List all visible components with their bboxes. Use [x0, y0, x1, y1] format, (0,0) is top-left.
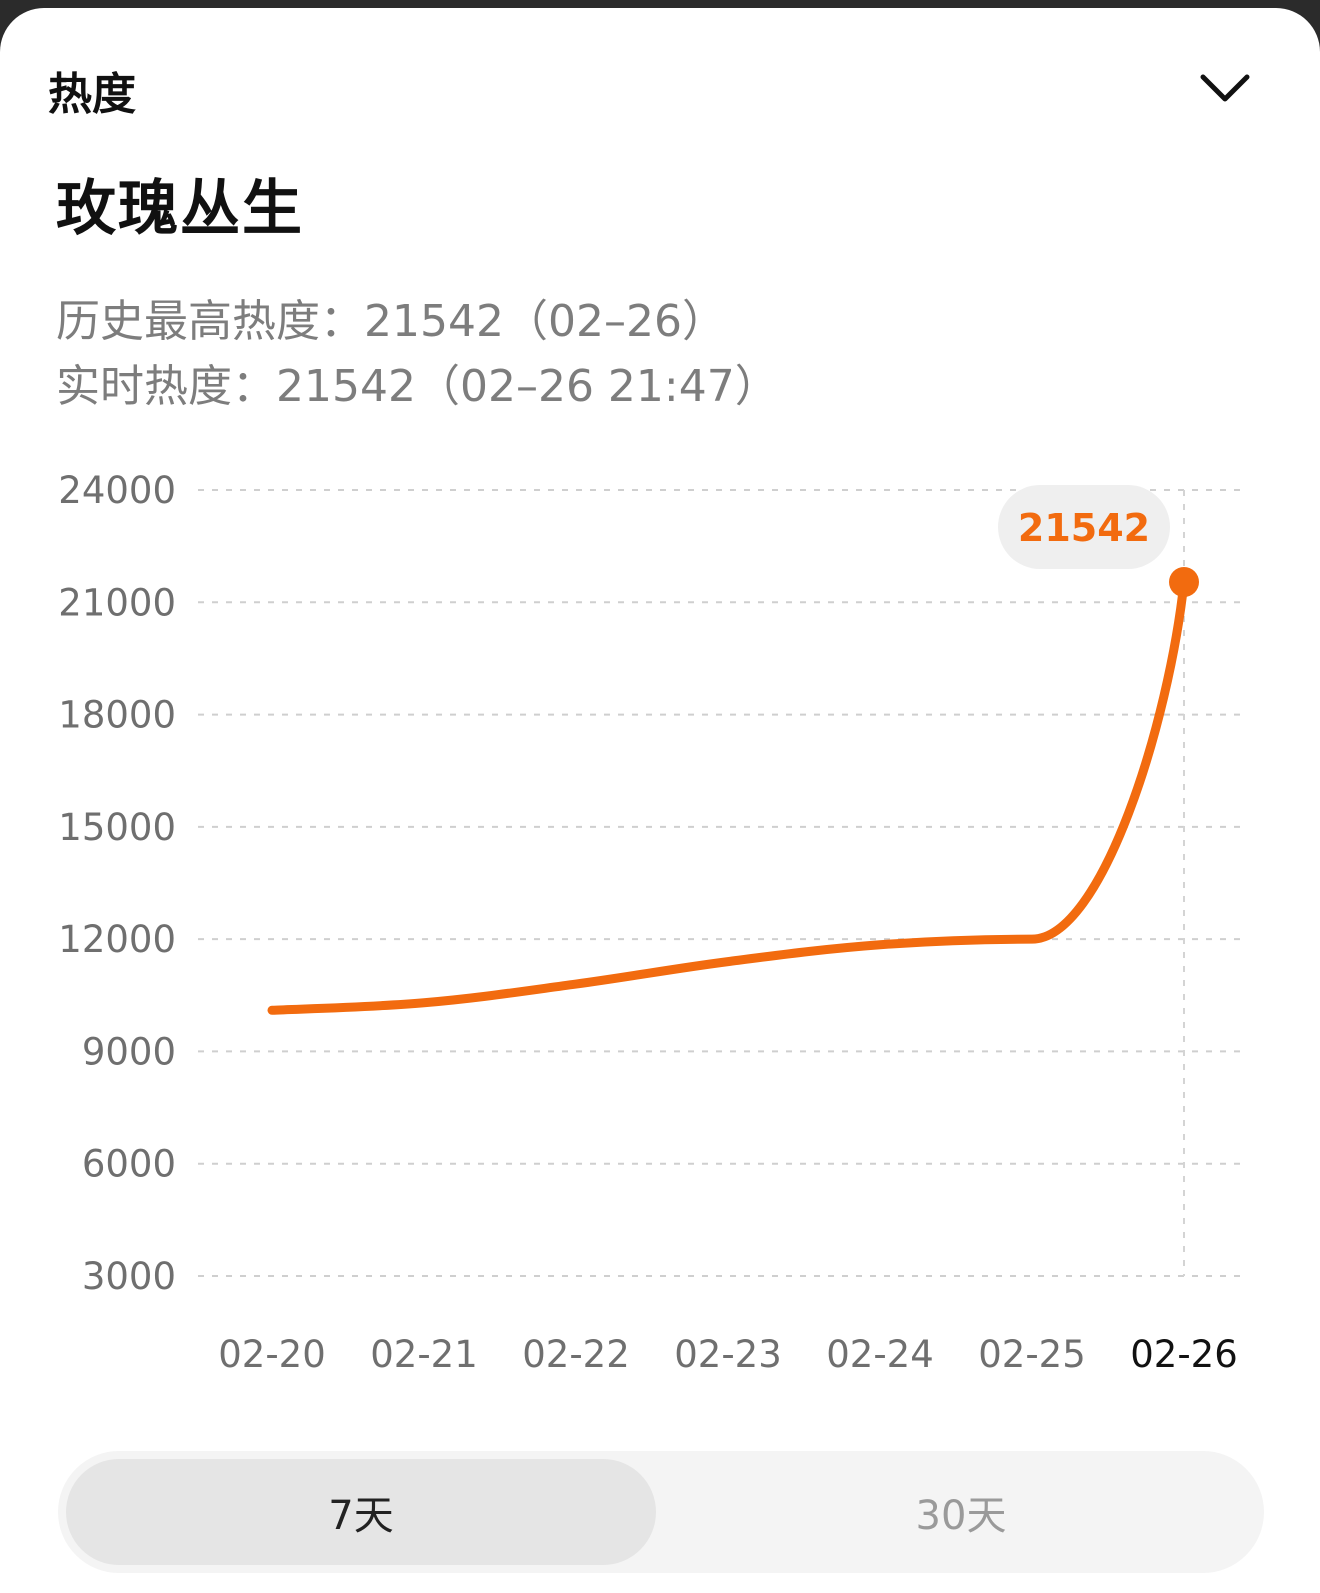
x-tick-label: 02-21 — [370, 1333, 478, 1376]
x-tick-label: 02-22 — [522, 1333, 630, 1376]
x-tick-label: 02-23 — [674, 1333, 782, 1376]
heat-line-chart: 3000 6000 9000 12000 15000 18000 21000 24000 02-… — [58, 469, 1245, 1376]
y-tick-label: 15000 — [58, 806, 176, 849]
y-tick-label: 3000 — [82, 1255, 176, 1298]
x-tick-label: 02-24 — [826, 1333, 934, 1376]
value-tooltip-label: 21542 — [1018, 506, 1150, 550]
realtime-heat: 实时热度：21542（02–26 21:47） — [56, 361, 779, 412]
value-tooltip — [998, 484, 1170, 569]
range-selector: 7天 30天 — [58, 1451, 1264, 1573]
highlight-point — [1169, 566, 1199, 597]
x-tick-label: 02-26 — [1130, 1333, 1238, 1376]
y-tick-label: 6000 — [82, 1143, 176, 1186]
y-tick-label: 18000 — [58, 694, 176, 737]
x-tick-label: 02-25 — [978, 1333, 1086, 1376]
heat-panel: 热度 玫瑰丛生 历史最高热度：21542（02–26） 实时热度：21542（0… — [0, 8, 1320, 1593]
tab-30-days[interactable]: 30天 — [915, 1493, 1007, 1539]
tab-7-days[interactable]: 7天 — [66, 1459, 656, 1565]
y-tick-label: 21000 — [58, 581, 176, 624]
y-tick-label: 24000 — [58, 469, 176, 512]
collapse-button[interactable] — [1195, 58, 1255, 118]
x-tick-label: 02-20 — [218, 1333, 326, 1376]
y-tick-label: 9000 — [82, 1030, 176, 1073]
y-tick-label: 12000 — [58, 918, 176, 961]
history-max-heat: 历史最高热度：21542（02–26） — [56, 296, 726, 347]
topic-name: 玫瑰丛生 — [56, 174, 304, 244]
series-line — [267, 577, 1189, 1015]
chevron-down-icon — [1200, 74, 1250, 102]
panel-title: 热度 — [48, 69, 136, 120]
